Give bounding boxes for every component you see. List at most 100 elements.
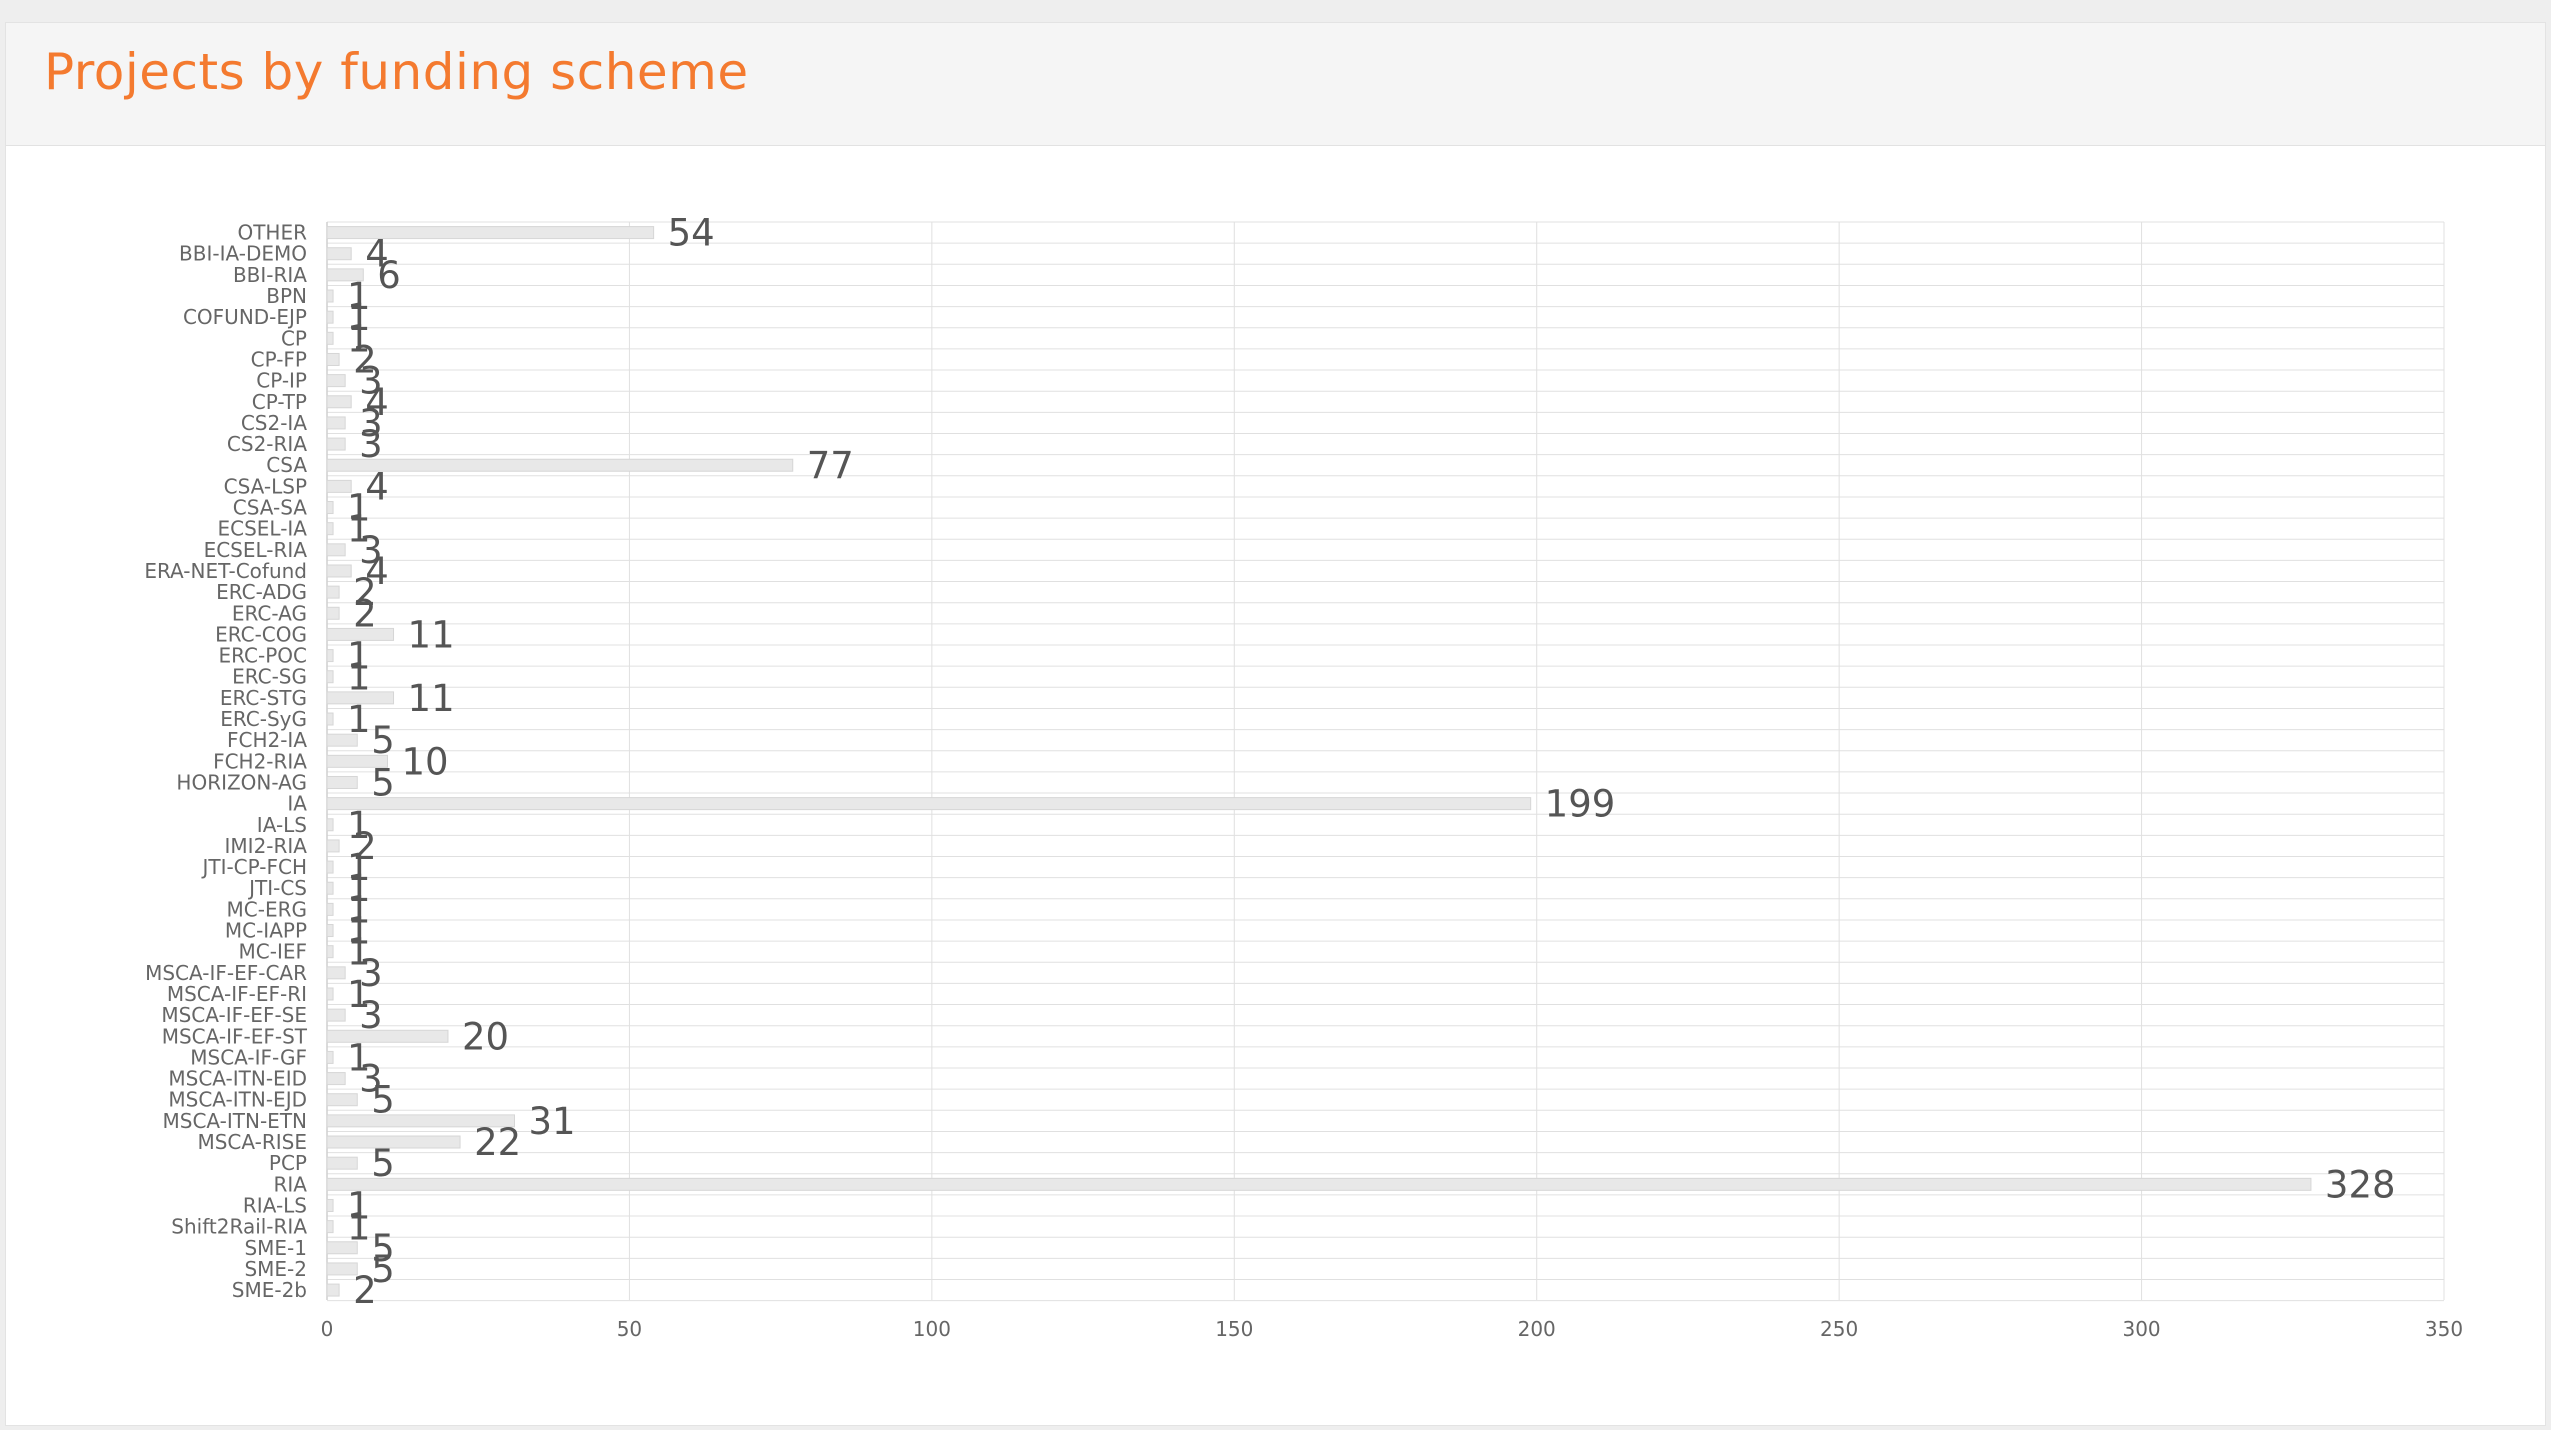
bar <box>326 1177 2312 1191</box>
category-label: MSCA-RISE <box>197 1130 307 1154</box>
data-label: 1 <box>347 867 371 910</box>
category-label: ERC-ADG <box>216 580 307 604</box>
category-label: CS2-RIA <box>227 432 307 456</box>
data-label: 2 <box>353 1269 377 1312</box>
x-tick-label: 350 <box>2425 1317 2463 1341</box>
data-label: 5 <box>371 1248 395 1291</box>
data-label: 1 <box>347 888 371 931</box>
bar <box>326 1283 340 1297</box>
data-label: 3 <box>359 402 383 445</box>
category-label: CSA <box>266 453 307 477</box>
data-label: 4 <box>365 381 389 424</box>
category-label: ERC-STG <box>220 686 307 710</box>
data-label: 1 <box>347 296 371 339</box>
data-label: 1 <box>347 656 371 699</box>
category-label: MC-IAPP <box>225 919 307 943</box>
category-label: MSCA-ITN-EJD <box>168 1088 307 1112</box>
category-label: CP-FP <box>251 347 307 371</box>
bar <box>326 564 352 578</box>
bar <box>326 775 358 789</box>
bar <box>326 522 334 536</box>
bar <box>326 543 346 557</box>
data-label: 1 <box>347 931 371 974</box>
chart-panel: Projects by funding scheme <box>5 22 2546 1426</box>
bar <box>326 374 346 388</box>
bar <box>326 902 334 916</box>
data-label: 1 <box>347 508 371 551</box>
data-label: 3 <box>359 1058 383 1101</box>
bar <box>326 670 334 684</box>
bar <box>326 310 334 324</box>
x-tick-label: 50 <box>617 1317 642 1341</box>
bar <box>326 247 352 261</box>
bar <box>326 924 334 938</box>
data-label: 2 <box>353 825 377 868</box>
data-label: 1 <box>347 846 371 889</box>
bar <box>326 331 334 345</box>
category-label: ERC-SG <box>232 665 307 689</box>
category-label: MC-IEF <box>239 940 307 964</box>
bar <box>326 818 334 832</box>
data-label: 1 <box>347 1206 371 1249</box>
bar <box>326 881 334 895</box>
data-label: 10 <box>401 740 448 783</box>
category-label: OTHER <box>237 221 307 245</box>
category-label: SME-1 <box>244 1236 307 1260</box>
category-label: RIA-LS <box>243 1193 307 1217</box>
x-tick-label: 150 <box>1215 1317 1253 1341</box>
category-label: BBI-IA-DEMO <box>179 242 307 266</box>
category-label: JTI-CS <box>247 876 307 900</box>
bar <box>326 1072 346 1086</box>
data-label: 54 <box>668 212 715 255</box>
x-tick-label: 200 <box>1518 1317 1556 1341</box>
category-label: ECSEL-IA <box>217 517 307 541</box>
bar <box>326 987 334 1001</box>
data-label: 1 <box>347 910 371 953</box>
data-label: 3 <box>359 994 383 1037</box>
category-label: CS2-IA <box>241 411 308 435</box>
category-label: SME-2 <box>244 1257 307 1281</box>
category-label: COFUND-EJP <box>183 305 307 329</box>
bar <box>326 966 346 980</box>
data-label: 1 <box>347 698 371 741</box>
data-label: 2 <box>353 338 377 381</box>
data-label: 1 <box>347 275 371 318</box>
panel-title: Projects by funding scheme <box>44 43 749 101</box>
data-label: 3 <box>359 952 383 995</box>
bar <box>326 839 340 853</box>
bar <box>326 352 340 366</box>
data-label: 1 <box>347 487 371 530</box>
data-label: 1 <box>347 635 371 678</box>
data-label: 77 <box>807 444 854 487</box>
bar <box>326 797 1532 811</box>
bar <box>326 712 334 726</box>
data-label: 3 <box>359 529 383 572</box>
bar <box>326 1029 449 1043</box>
category-label: PCP <box>269 1151 307 1175</box>
data-label: 31 <box>529 1100 576 1143</box>
bar <box>326 1008 346 1022</box>
category-label: ERC-COG <box>215 622 307 646</box>
bar <box>326 585 340 599</box>
bar <box>326 1114 516 1128</box>
bar <box>326 479 352 493</box>
data-label: 199 <box>1545 783 1616 826</box>
data-label: 328 <box>2325 1163 2396 1206</box>
data-label: 22 <box>474 1121 521 1164</box>
bar <box>326 289 334 303</box>
category-label: HORIZON-AG <box>176 770 307 794</box>
category-label: MSCA-IF-EF-RI <box>167 982 307 1006</box>
bar <box>326 416 346 430</box>
category-label: ECSEL-RIA <box>204 538 308 562</box>
data-label: 2 <box>353 592 377 635</box>
bar <box>326 606 340 620</box>
category-label: CSA-SA <box>233 496 308 520</box>
x-tick-label: 100 <box>913 1317 951 1341</box>
category-label: MSCA-IF-EF-SE <box>161 1003 307 1027</box>
data-label: 5 <box>371 719 395 762</box>
category-label: MSCA-IF-EF-ST <box>162 1024 308 1048</box>
category-label: BPN <box>266 284 307 308</box>
data-label: 5 <box>371 1079 395 1122</box>
bar <box>326 1050 334 1064</box>
